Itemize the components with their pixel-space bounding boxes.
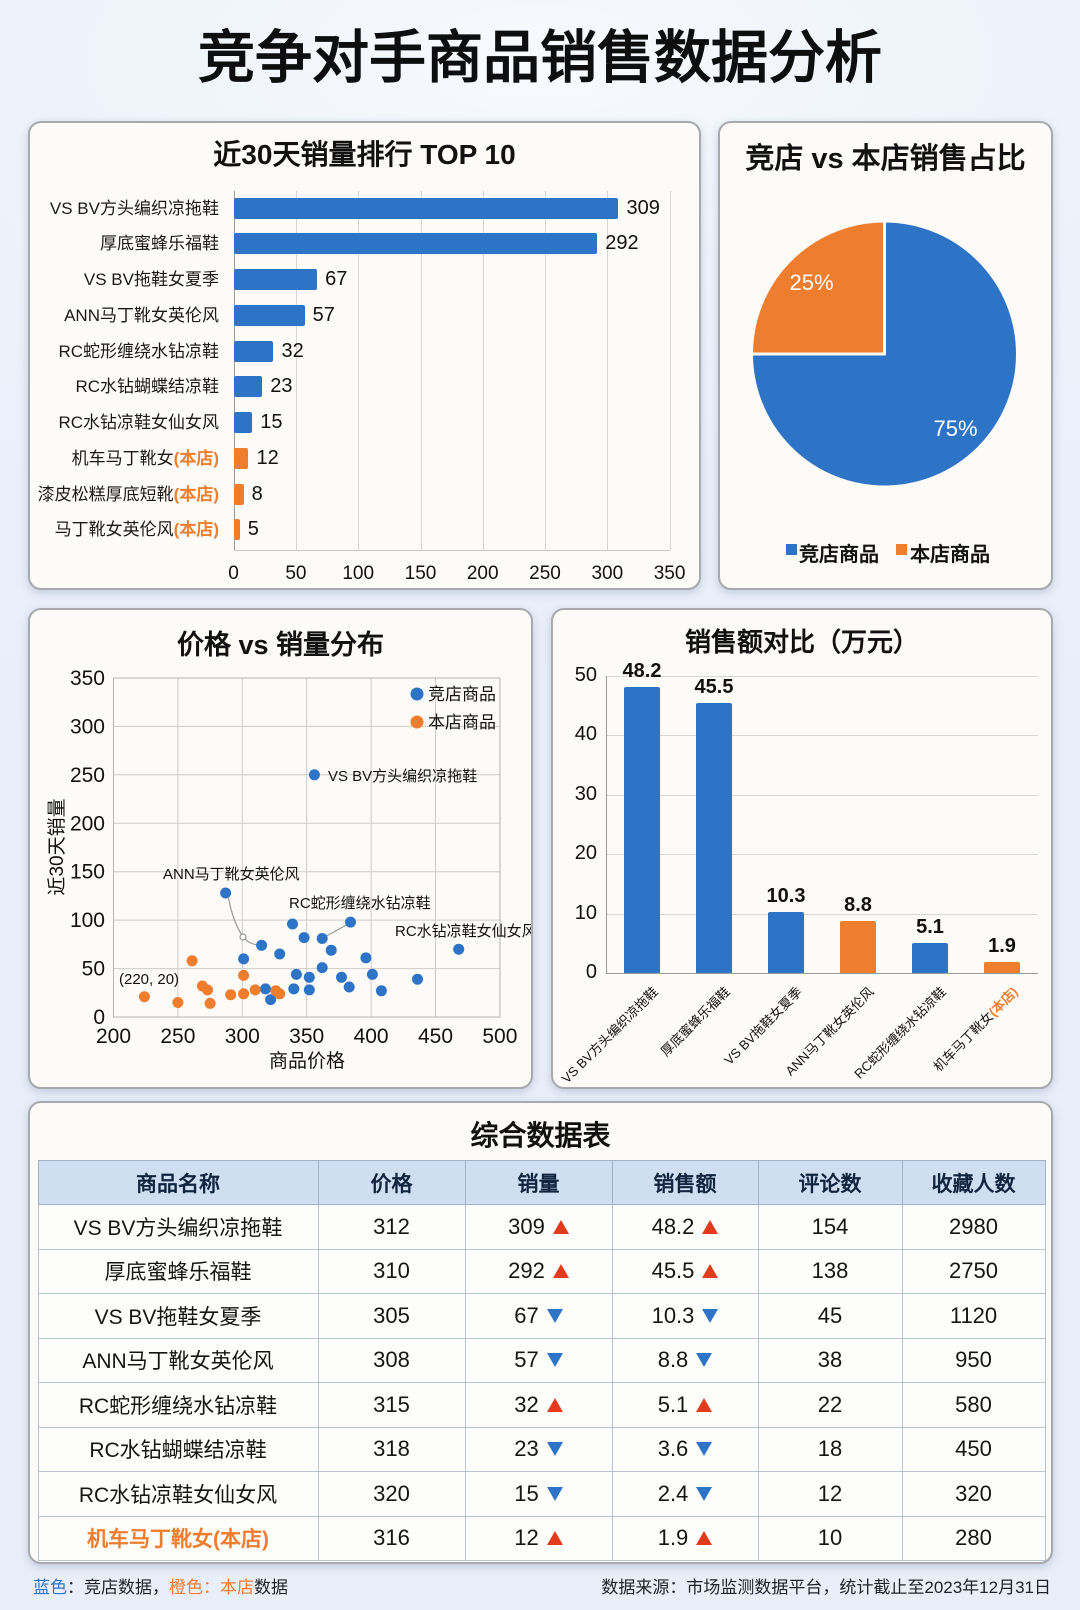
svg-text:(220, 20): (220, 20) — [119, 971, 179, 988]
svg-text:商品价格: 商品价格 — [269, 1050, 345, 1072]
svg-text:350: 350 — [70, 667, 105, 690]
svg-text:300: 300 — [70, 715, 105, 738]
svg-text:150: 150 — [70, 861, 105, 884]
svg-text:200: 200 — [96, 1025, 131, 1048]
svg-text:450: 450 — [418, 1025, 453, 1048]
svg-text:250: 250 — [160, 1025, 195, 1048]
svg-text:0: 0 — [93, 1006, 105, 1029]
svg-text:VS BV方头编织凉拖鞋: VS BV方头编织凉拖鞋 — [328, 768, 477, 785]
svg-text:近30天销量: 近30天销量 — [46, 798, 68, 895]
svg-text:100: 100 — [70, 909, 105, 932]
svg-text:300: 300 — [225, 1025, 260, 1048]
svg-text:ANN马丁靴女英伦风: ANN马丁靴女英伦风 — [163, 865, 300, 883]
svg-text:400: 400 — [354, 1025, 389, 1048]
svg-text:75%: 75% — [933, 416, 977, 441]
svg-text:竞店商品: 竞店商品 — [428, 685, 496, 704]
svg-text:200: 200 — [70, 812, 105, 835]
svg-text:RC蛇形缠绕水钻凉鞋: RC蛇形缠绕水钻凉鞋 — [289, 894, 431, 912]
svg-text:350: 350 — [289, 1025, 324, 1048]
svg-text:本店商品: 本店商品 — [428, 713, 496, 732]
svg-text:25%: 25% — [789, 270, 833, 295]
svg-text:RC水钻凉鞋女仙女风: RC水钻凉鞋女仙女风 — [395, 922, 531, 940]
svg-text:50: 50 — [82, 958, 105, 981]
svg-text:250: 250 — [70, 764, 105, 787]
svg-text:500: 500 — [482, 1025, 517, 1048]
